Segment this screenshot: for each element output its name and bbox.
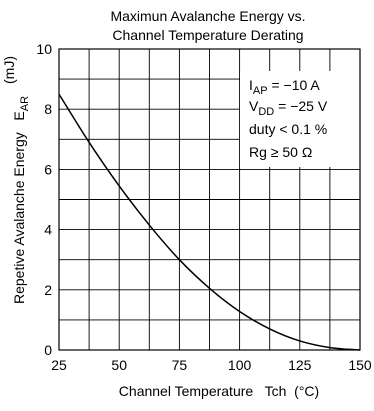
chart-title-line2: Channel Temperature Derating — [112, 27, 303, 43]
annotation-duty: duty < 0.1 % — [249, 121, 327, 137]
plot-frame — [58, 48, 361, 351]
y-tick-label: 6 — [44, 161, 52, 177]
annotation-iap-rest: = −10 A — [268, 77, 321, 93]
x-axis-label: Channel Temperature Tch (°C) — [119, 383, 319, 399]
chart-title-line1: Maximun Avalanche Energy vs. — [110, 8, 305, 24]
y-tick-label: 8 — [44, 101, 52, 117]
x-tick-label: 100 — [228, 357, 252, 373]
y-axis-label-sub: AR — [19, 96, 31, 111]
annotation-vdd: VDD = −25 V — [249, 98, 328, 118]
grid — [59, 49, 360, 350]
annotation-vdd-main: V — [249, 98, 259, 114]
annotation-vdd-rest: = −25 V — [274, 98, 328, 114]
y-tick-label: 0 — [44, 342, 52, 358]
annotation-iap-sub: AP — [253, 85, 268, 97]
annotation-background — [240, 71, 360, 167]
x-tick-label: 50 — [111, 357, 127, 373]
annotation-iap-main: I — [249, 77, 253, 93]
y-axis-label-main: Repetive Avalanche Energy E — [11, 111, 27, 304]
x-tick-label: 75 — [172, 357, 188, 373]
x-tick-label: 150 — [348, 357, 372, 373]
y-tick-label: 10 — [36, 41, 52, 57]
y-tick-label: 4 — [44, 222, 52, 238]
tick-labels: 25 50 75 100 125 150 0 2 4 6 8 10 — [36, 41, 371, 373]
energy-derating-curve — [58, 93, 361, 351]
annotation-rg: Rg ≥ 50 Ω — [249, 144, 312, 160]
y-axis-label: Repetive Avalanche Energy EAR — [11, 96, 31, 304]
annotation-iap: IAP = −10 A — [249, 77, 320, 97]
y-tick-label: 2 — [44, 282, 52, 298]
annotation-vdd-sub: DD — [258, 106, 274, 118]
curve-group — [58, 93, 361, 351]
y-axis-unit: (mJ) — [1, 56, 17, 84]
x-tick-label: 25 — [51, 357, 67, 373]
x-tick-label: 125 — [288, 357, 312, 373]
